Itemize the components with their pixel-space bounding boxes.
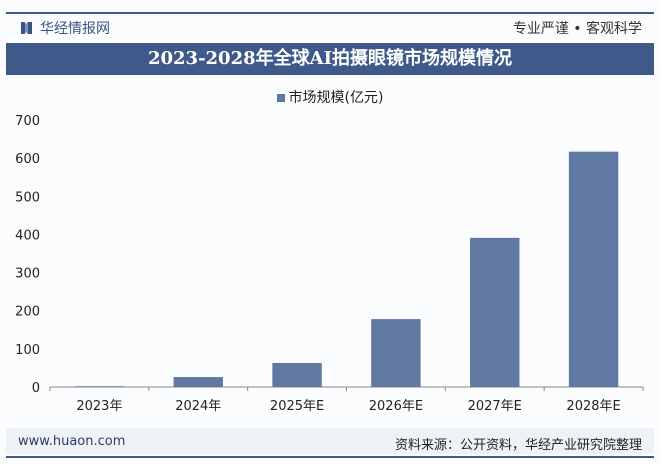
y-tick-label: 0: [32, 381, 40, 396]
footer-source: 资料来源：公开资料，华经产业研究院整理: [394, 438, 642, 453]
legend-label: 市场规模(亿元): [288, 90, 384, 106]
x-tick-label: 2027年E: [468, 399, 522, 414]
brand-name: 华经情报网: [40, 21, 110, 37]
bar-2024年: [173, 377, 223, 387]
y-tick-label: 300: [15, 267, 40, 282]
bar-2023年: [74, 386, 125, 387]
footer-bar: [6, 428, 654, 454]
x-tick-label: 2023年: [76, 399, 122, 414]
bar-2025年E: [272, 362, 322, 387]
bar-2027年E: [470, 237, 520, 387]
top-divider: [6, 12, 654, 14]
legend-swatch: [276, 94, 285, 102]
bar-2028年E: [568, 151, 619, 387]
brand-logo-icon: [21, 22, 32, 34]
bar-2026年E: [371, 319, 421, 387]
x-tick-label: 2025年E: [270, 399, 324, 414]
bottom-divider: [6, 456, 654, 458]
y-tick-label: 500: [15, 190, 40, 205]
y-tick-label: 700: [15, 114, 40, 129]
x-tick-label: 2024年: [175, 399, 221, 414]
y-tick-label: 400: [15, 228, 40, 243]
x-tick-label: 2028年E: [566, 399, 620, 414]
slogan: 专业严谨 • 客观科学: [512, 21, 642, 37]
legend: 市场规模(亿元): [0, 87, 660, 107]
chart-title: 2023-2028年全球AI拍摄眼镜市场规模情况: [6, 43, 654, 75]
y-tick-label: 200: [15, 305, 40, 320]
y-tick-label: 100: [15, 343, 40, 358]
footer-site: www.huaon.com: [18, 434, 126, 449]
y-tick-label: 600: [15, 152, 40, 167]
brand: 华经情报网: [20, 18, 110, 38]
x-tick-label: 2026年E: [369, 399, 423, 414]
